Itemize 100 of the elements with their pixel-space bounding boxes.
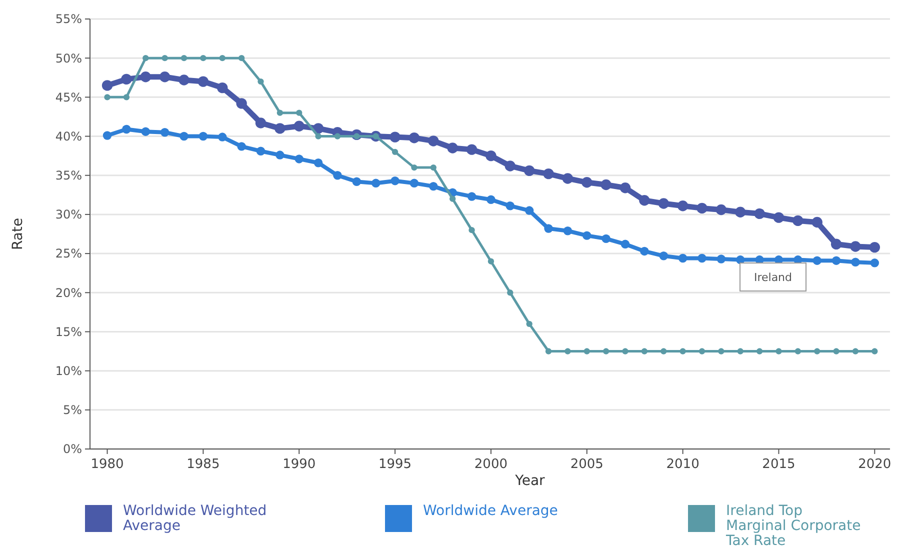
point: [696, 202, 708, 214]
annotation: Ireland: [754, 270, 792, 284]
point: [466, 144, 478, 155]
y-tick-label: 50%: [55, 51, 82, 66]
y-tick-label: 40%: [55, 129, 82, 144]
point: [219, 55, 226, 62]
point: [524, 165, 535, 176]
y-tick-label: 55%: [55, 12, 82, 26]
point: [812, 256, 822, 265]
y-tick-label: 5%: [62, 403, 82, 418]
point: [562, 173, 574, 184]
point: [390, 132, 400, 142]
point: [870, 258, 880, 268]
point: [238, 55, 245, 62]
point: [255, 118, 266, 128]
point: [869, 242, 880, 253]
point: [410, 178, 419, 188]
point: [447, 142, 458, 154]
x-tick-label: 1990: [282, 457, 316, 472]
point: [792, 215, 804, 226]
point: [641, 348, 648, 354]
point: [735, 206, 746, 218]
point: [159, 72, 170, 82]
point: [486, 195, 496, 204]
point: [486, 150, 496, 162]
legend-label: Worldwide Average: [423, 503, 558, 519]
point: [123, 94, 130, 100]
point: [141, 127, 150, 136]
point: [872, 348, 878, 354]
point: [582, 231, 592, 240]
point: [620, 182, 631, 194]
point: [812, 216, 822, 228]
point: [833, 348, 840, 354]
point: [584, 348, 590, 354]
point: [274, 123, 286, 134]
x-tick-label: 1980: [90, 457, 124, 472]
point: [294, 120, 304, 132]
point: [718, 348, 724, 354]
point: [660, 348, 667, 354]
point: [198, 76, 209, 87]
point: [658, 198, 669, 209]
point: [756, 348, 763, 354]
point: [507, 290, 514, 296]
point: [140, 72, 151, 82]
point: [180, 132, 188, 141]
point: [639, 195, 650, 206]
x-tick-label: 2000: [474, 457, 508, 472]
point: [468, 227, 475, 234]
point: [602, 348, 610, 354]
point: [622, 348, 628, 354]
y-tick-label: 20%: [55, 286, 82, 300]
point: [832, 256, 841, 265]
point: [776, 348, 782, 354]
point: [236, 98, 247, 109]
point: [411, 164, 418, 171]
point: [104, 94, 110, 100]
point: [526, 320, 532, 327]
legend-label: Worldwide Weighted Average: [123, 503, 267, 534]
point: [754, 208, 765, 220]
point: [736, 255, 745, 264]
point: [564, 348, 571, 354]
point: [851, 258, 860, 267]
y-tick-label: 10%: [55, 364, 82, 378]
point: [429, 182, 438, 191]
y-tick-label: 45%: [55, 90, 82, 104]
point: [294, 154, 304, 164]
point: [217, 82, 228, 94]
point: [408, 132, 420, 144]
point: [258, 78, 264, 85]
y-tick-label: 15%: [55, 324, 82, 339]
point: [352, 177, 362, 186]
point: [488, 258, 494, 264]
point: [180, 55, 188, 62]
legend-label: Ireland Top Marginal Corporate Tax Rate: [725, 503, 861, 549]
point: [524, 206, 534, 215]
point: [716, 204, 727, 216]
point: [276, 110, 284, 116]
point: [430, 164, 436, 171]
point: [794, 348, 802, 354]
point: [121, 74, 132, 85]
point: [543, 168, 554, 180]
point: [544, 224, 553, 233]
point: [737, 348, 744, 354]
point: [162, 55, 168, 62]
point: [850, 241, 861, 252]
point: [602, 234, 610, 244]
point: [276, 150, 284, 160]
point: [102, 80, 113, 91]
point: [296, 110, 302, 116]
point: [620, 240, 630, 249]
point: [680, 348, 686, 354]
x-tick-label: 2010: [666, 457, 700, 472]
point: [659, 252, 668, 260]
point: [315, 133, 322, 140]
point: [678, 254, 688, 263]
point: [698, 254, 706, 263]
x-tick-label: 1985: [186, 457, 220, 472]
point: [698, 348, 706, 354]
y-tick-label: 0%: [62, 442, 82, 456]
y-axis-title: Rate: [10, 218, 26, 250]
